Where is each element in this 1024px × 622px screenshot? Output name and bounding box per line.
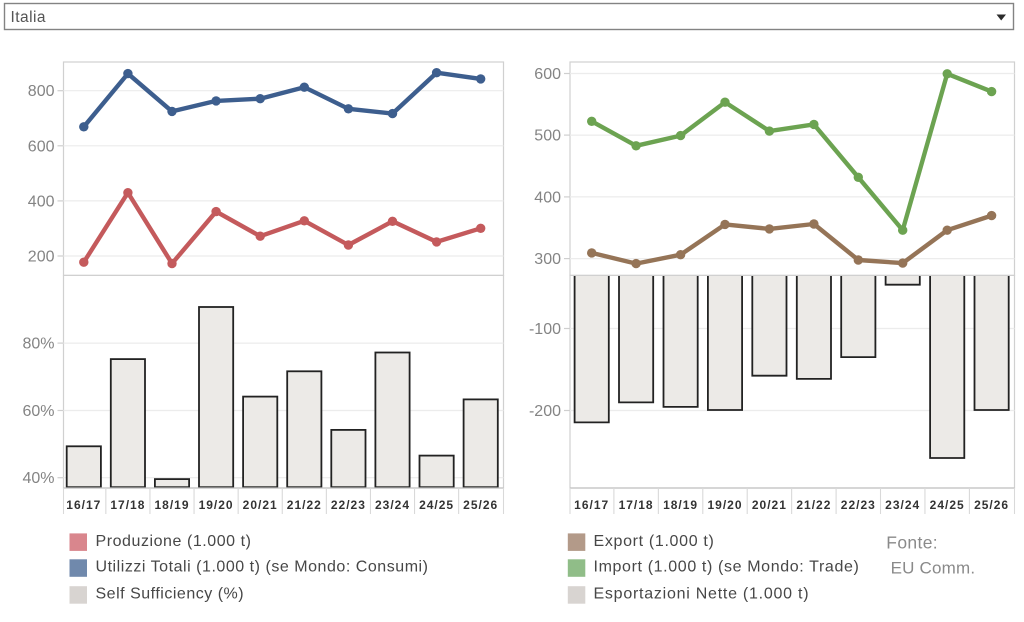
svg-text:60%: 60% (22, 403, 54, 420)
svg-text:600: 600 (28, 138, 55, 155)
svg-text:25/26: 25/26 (974, 498, 1009, 512)
svg-text:18/19: 18/19 (154, 498, 189, 512)
svg-text:600: 600 (534, 66, 561, 83)
svg-text:25/26: 25/26 (463, 498, 498, 512)
svg-text:800: 800 (28, 83, 55, 100)
svg-text:20/21: 20/21 (752, 498, 787, 512)
svg-text:22/23: 22/23 (841, 498, 876, 512)
svg-text:23/24: 23/24 (885, 498, 920, 512)
svg-text:16/17: 16/17 (574, 498, 609, 512)
svg-text:16/17: 16/17 (66, 498, 101, 512)
svg-text:-100: -100 (529, 321, 561, 338)
svg-text:300: 300 (534, 251, 561, 268)
svg-text:Self Sufficiency (%): Self Sufficiency (%) (96, 586, 245, 603)
svg-text:Produzione (1.000 t): Produzione (1.000 t) (96, 533, 252, 550)
svg-text:500: 500 (534, 128, 561, 145)
svg-text:200: 200 (28, 249, 55, 266)
svg-text:-200: -200 (529, 403, 561, 420)
svg-text:Fonte:: Fonte: (886, 532, 938, 552)
svg-text:17/18: 17/18 (619, 498, 654, 512)
svg-text:Esportazioni Nette (1.000 t): Esportazioni Nette (1.000 t) (594, 586, 810, 603)
svg-text:400: 400 (534, 189, 561, 206)
svg-text:Export (1.000 t): Export (1.000 t) (594, 533, 715, 550)
svg-text:22/23: 22/23 (331, 498, 366, 512)
svg-text:20/21: 20/21 (243, 498, 278, 512)
svg-text:80%: 80% (22, 336, 54, 353)
svg-text:19/20: 19/20 (199, 498, 234, 512)
svg-text:Import (1.000 t) (se Mondo: Tr: Import (1.000 t) (se Mondo: Trade) (594, 559, 860, 576)
svg-text:EU Comm.: EU Comm. (891, 559, 976, 578)
svg-text:21/22: 21/22 (796, 498, 831, 512)
svg-text:Utilizzi Totali (1.000 t) (se: Utilizzi Totali (1.000 t) (se Mondo: Con… (96, 559, 429, 576)
svg-text:17/18: 17/18 (110, 498, 145, 512)
svg-text:19/20: 19/20 (707, 498, 742, 512)
svg-text:24/25: 24/25 (930, 498, 965, 512)
svg-text:23/24: 23/24 (375, 498, 410, 512)
svg-text:21/22: 21/22 (287, 498, 322, 512)
svg-text:400: 400 (28, 193, 55, 210)
svg-text:18/19: 18/19 (663, 498, 698, 512)
svg-text:24/25: 24/25 (419, 498, 454, 512)
svg-text:40%: 40% (22, 470, 54, 487)
svg-text:Italia: Italia (11, 9, 46, 26)
